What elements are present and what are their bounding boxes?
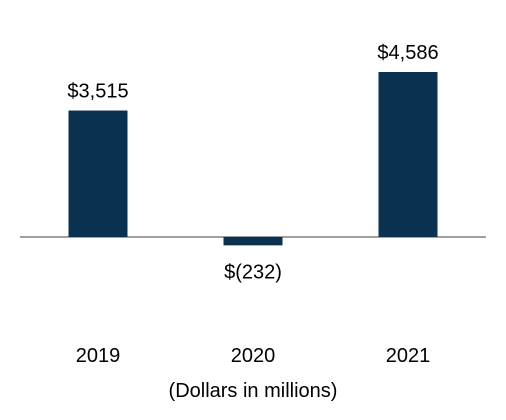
data-label-2019: $3,515: [67, 81, 128, 103]
x-tick-label-2020: 2020: [231, 345, 276, 367]
bar-2019: [68, 110, 128, 237]
bar-2021: [378, 72, 438, 237]
x-tick-labels-group: 2019 2020 2021: [76, 345, 431, 367]
x-axis-label: (Dollars in millions): [169, 380, 338, 402]
bars-group: [68, 72, 438, 246]
data-labels-group: $3,515 $(232) $4,586: [67, 42, 438, 283]
x-tick-label-2021: 2021: [386, 345, 431, 367]
bar-2020: [223, 237, 283, 246]
x-tick-label-2019: 2019: [76, 345, 121, 367]
data-label-2020: $(232): [224, 261, 282, 283]
data-label-2021: $4,586: [377, 42, 438, 64]
